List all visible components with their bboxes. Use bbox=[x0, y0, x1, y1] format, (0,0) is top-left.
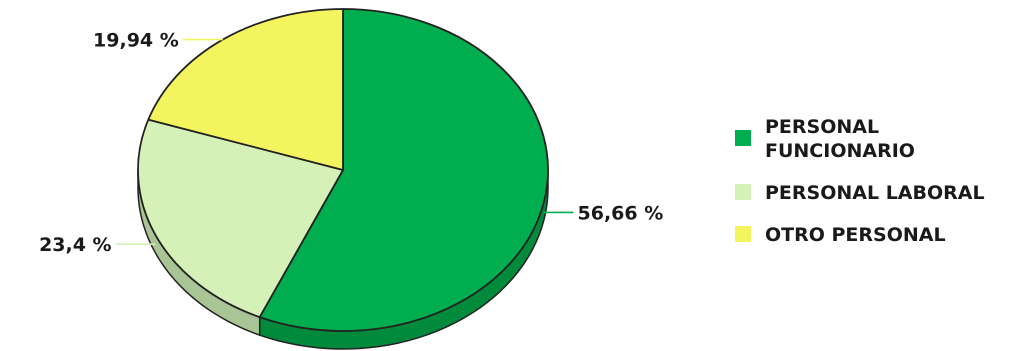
legend-label: OTRO PERSONAL bbox=[765, 224, 946, 246]
pie-slice-personal-funcionario bbox=[258, 8, 549, 332]
legend-item-otro-personal: OTRO PERSONAL bbox=[735, 224, 946, 246]
legend-swatch bbox=[735, 226, 751, 242]
legend-swatch bbox=[735, 130, 751, 146]
pie-slice-otro-personal bbox=[147, 8, 344, 171]
leader-lines bbox=[115, 38, 574, 245]
slice-labels: 56,66 % 23,4 % 19,94 % bbox=[39, 30, 663, 257]
data-label-otro-personal: 19,94 % bbox=[93, 30, 179, 52]
legend-item-personal-laboral: PERSONAL LABORAL bbox=[735, 182, 985, 204]
legend-swatch bbox=[735, 184, 751, 200]
legend-label: PERSONAL bbox=[765, 116, 879, 138]
data-label-personal-funcionario: 56,66 % bbox=[578, 202, 664, 224]
legend-label: PERSONAL LABORAL bbox=[765, 182, 985, 204]
legend-label: FUNCIONARIO bbox=[765, 140, 915, 162]
data-label-personal-laboral: 23,4 % bbox=[39, 234, 112, 256]
pie-slice-personal-laboral bbox=[137, 118, 344, 319]
pie-top bbox=[137, 8, 549, 332]
